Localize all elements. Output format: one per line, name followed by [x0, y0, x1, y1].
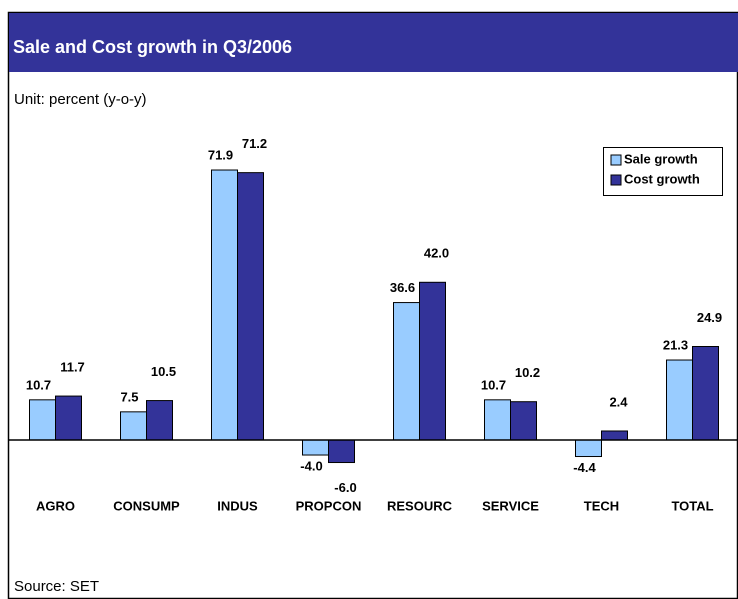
value-label: -4.4 — [573, 460, 596, 475]
value-label: 71.9 — [208, 147, 233, 162]
value-label: -4.0 — [300, 458, 322, 473]
bar — [237, 172, 264, 441]
bar — [484, 399, 511, 441]
bar — [211, 169, 238, 441]
value-label: 71.2 — [242, 136, 267, 151]
x-tick-label: TECH — [584, 498, 619, 513]
value-label: 24.9 — [697, 310, 722, 325]
value-label: 2.4 — [609, 394, 628, 409]
value-label: 11.7 — [60, 360, 85, 375]
legend-label: Sale growth — [624, 151, 698, 166]
value-label: 42.0 — [424, 246, 449, 261]
bar — [666, 359, 693, 441]
value-label: 10.7 — [481, 377, 506, 392]
bar — [510, 401, 537, 441]
value-label: 7.5 — [120, 389, 138, 404]
legend — [603, 147, 723, 196]
x-tick-label: PROPCON — [296, 498, 362, 513]
bar — [575, 439, 602, 458]
value-label: 10.7 — [26, 377, 51, 392]
legend-swatch — [610, 174, 622, 186]
chart-title: Sale and Cost growth in Q3/2006 — [13, 37, 292, 57]
subtitle: Unit: percent (y-o-y) — [14, 91, 147, 108]
x-tick-label: SERVICE — [482, 498, 539, 513]
bar — [146, 400, 173, 441]
legend-label: Cost growth — [624, 171, 700, 186]
bar — [302, 439, 329, 456]
bar — [692, 346, 719, 441]
x-tick-label: AGRO — [36, 498, 75, 513]
bar — [29, 399, 56, 441]
bar — [120, 411, 147, 441]
bar — [419, 281, 446, 441]
bar — [55, 395, 82, 441]
value-label: 10.2 — [515, 365, 540, 380]
legend-swatch — [610, 154, 622, 166]
x-tick-label: RESOURC — [387, 498, 453, 513]
x-tick-label: CONSUMP — [113, 498, 180, 513]
value-label: -6.0 — [334, 480, 356, 495]
value-label: 21.3 — [663, 337, 688, 352]
bar — [393, 302, 420, 441]
bar — [328, 439, 355, 464]
x-tick-label: INDUS — [217, 498, 258, 513]
x-tick-label: TOTAL — [671, 498, 713, 513]
bar — [601, 430, 628, 441]
header-bar — [9, 13, 738, 72]
value-label: 36.6 — [390, 280, 415, 295]
source: Source: SET — [14, 578, 99, 595]
value-label: 10.5 — [151, 364, 176, 379]
